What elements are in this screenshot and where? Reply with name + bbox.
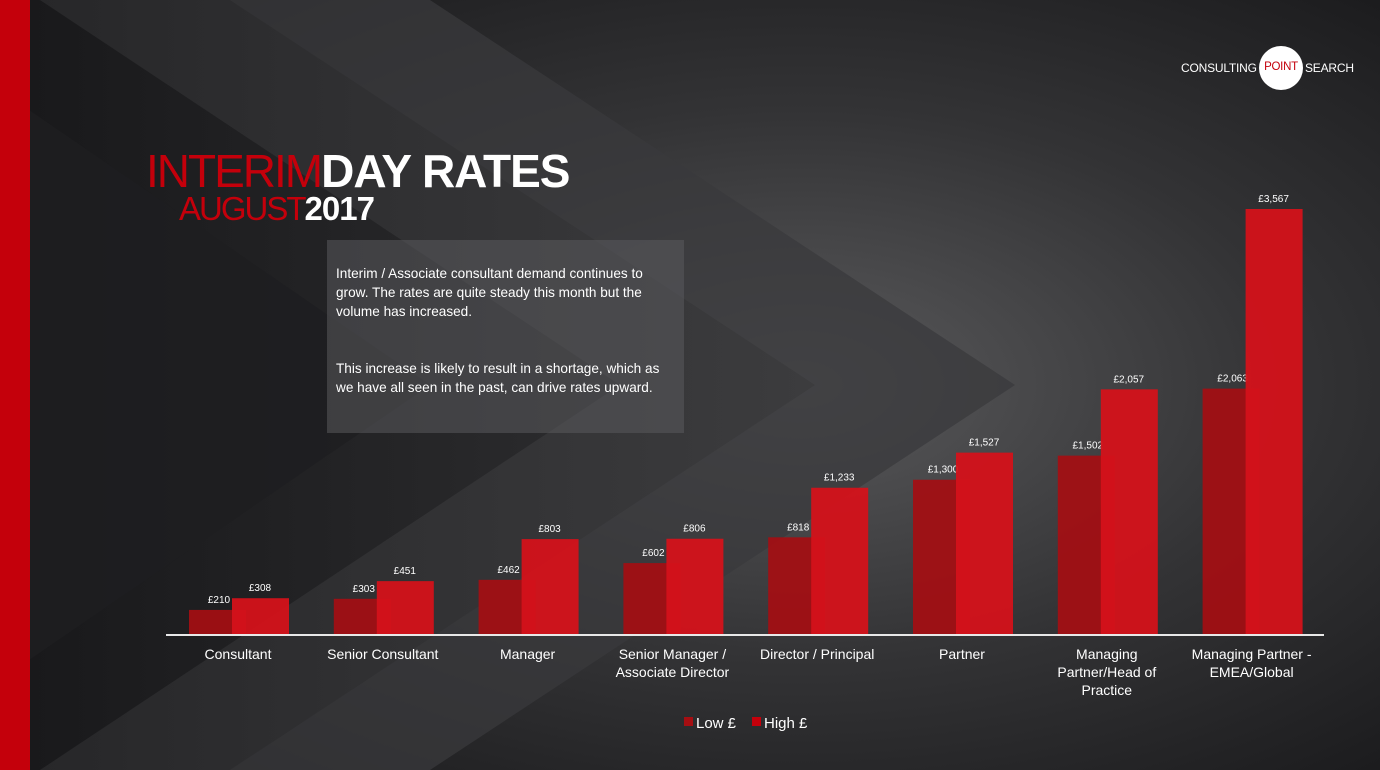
data-label-low-5: £1,300 <box>928 465 959 476</box>
logo-text-right: SEARCH <box>1305 61 1354 75</box>
title-year: 2017 <box>304 190 375 227</box>
x-tick-label-7-0: Managing Partner - <box>1192 646 1312 662</box>
legend-swatch-1 <box>752 717 761 726</box>
data-label-high-2: £803 <box>538 524 561 535</box>
x-tick-label-3-0: Senior Manager / <box>619 646 727 662</box>
bar-high-2 <box>521 539 579 635</box>
data-label-high-1: £451 <box>394 566 417 577</box>
x-tick-label-7-1: EMEA/Global <box>1210 664 1294 680</box>
legend-swatch-0 <box>684 717 693 726</box>
x-axis-labels: Consultant Senior Consultant Manager Senior… <box>205 646 1312 698</box>
x-tick-label-0-0: Consultant <box>205 646 272 662</box>
data-label-low-4: £818 <box>787 522 810 533</box>
x-tick-label-6-2: Practice <box>1082 682 1133 698</box>
x-tick-label-5-0: Partner <box>939 646 985 662</box>
data-label-low-6: £1,502 <box>1073 441 1104 452</box>
x-tick-label-1-0: Senior Consultant <box>327 646 438 662</box>
x-tick-label-6-1: Partner/Head of <box>1057 664 1156 680</box>
bar-high-5 <box>956 452 1013 635</box>
bar-high-7 <box>1245 209 1303 635</box>
bar-high-6 <box>1100 389 1158 635</box>
x-tick-label-4-0: Director / Principal <box>760 646 874 662</box>
commentary-box: Interim / Associate consultant demand co… <box>327 240 684 433</box>
data-label-high-3: £806 <box>683 524 706 535</box>
x-tick-label-3-1: Associate Director <box>616 664 730 680</box>
data-label-low-2: £462 <box>497 565 520 576</box>
legend-label-1: High £ <box>764 715 808 732</box>
data-label-high-7: £3,567 <box>1258 194 1289 205</box>
commentary-paragraph-1: Interim / Associate consultant demand co… <box>336 266 643 319</box>
x-tick-label-6-0: Managing <box>1076 646 1138 662</box>
bar-high-0 <box>232 598 289 635</box>
data-label-low-3: £602 <box>642 548 665 559</box>
logo-circle: POINT <box>1259 46 1303 90</box>
title-day-rates: DAY RATES <box>321 145 570 197</box>
data-label-high-4: £1,233 <box>824 473 855 484</box>
data-label-high-5: £1,527 <box>969 438 1000 449</box>
bar-high-1 <box>376 581 434 635</box>
data-label-low-1: £303 <box>353 584 376 595</box>
data-label-low-7: £2,063 <box>1217 374 1248 385</box>
logo-text-circle: POINT <box>1264 61 1298 73</box>
bar-high-4 <box>811 487 869 635</box>
title-interim: INTERIM <box>146 145 323 197</box>
left-red-stripe <box>0 0 30 770</box>
data-label-high-0: £308 <box>249 583 272 594</box>
x-tick-label-2-0: Manager <box>500 646 556 662</box>
commentary-paragraph-2: This increase is likely to result in a s… <box>336 361 660 395</box>
title-august: AUGUST <box>179 190 307 227</box>
data-label-high-6: £2,057 <box>1114 374 1145 385</box>
bars-group: £210 £308 £303 £451 £462 £803 £602 £806 £818 £1,2… <box>189 194 1303 635</box>
legend-label-0: Low £ <box>696 715 737 732</box>
data-label-low-0: £210 <box>208 595 231 606</box>
logo-text-left: CONSULTING <box>1181 61 1257 75</box>
chart-legend: Low £ High £ <box>684 715 808 732</box>
bar-high-3 <box>666 538 724 635</box>
company-logo: CONSULTING POINT SEARCH <box>1181 46 1356 90</box>
